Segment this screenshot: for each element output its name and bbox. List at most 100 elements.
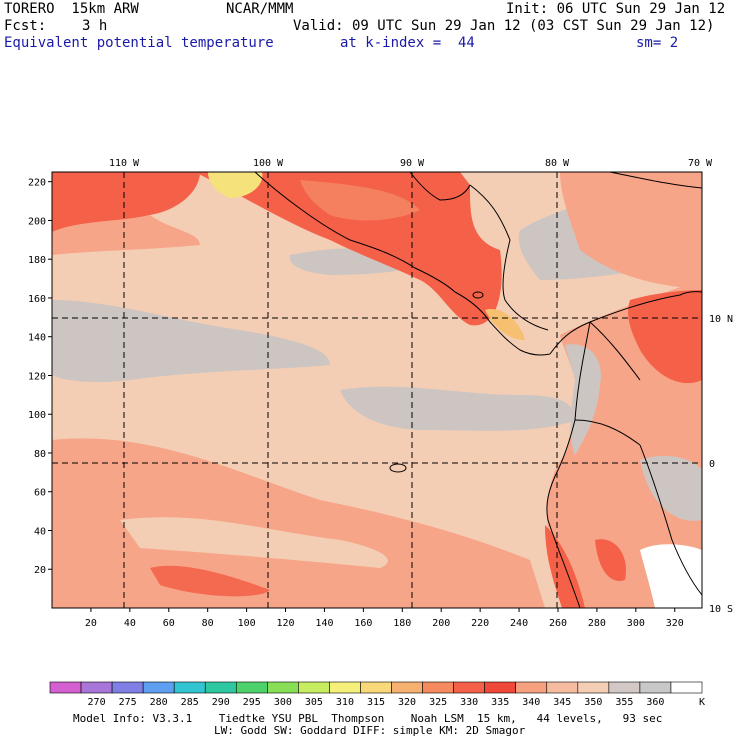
colorbar-swatch — [49, 681, 82, 694]
colorbar-label: 320 — [398, 697, 416, 708]
top-longitude-label: 70 W — [688, 158, 713, 169]
field-name: Equivalent potential temperature — [4, 35, 274, 51]
galapagos-islands — [389, 463, 407, 473]
colorbar-swatch — [173, 681, 206, 694]
top-longitude-label: 100 W — [253, 158, 284, 169]
colorbar-swatch — [608, 681, 641, 694]
init-time: Init: 06 UTC Sun 29 Jan 12 — [506, 1, 726, 17]
colorbar-label: 290 — [212, 697, 230, 708]
y-tick-label: 140 — [28, 333, 46, 344]
y-tick-label: 100 — [28, 410, 46, 421]
colorbar-swatch — [80, 681, 113, 694]
colorbar-swatch — [204, 681, 237, 694]
colorbar-swatch — [391, 681, 423, 694]
x-tick-label: 280 — [588, 618, 606, 629]
right-latitude-label: 10 S — [709, 604, 733, 615]
center-label: NCAR/MMM — [226, 1, 294, 17]
level-info: at k-index = 44 — [340, 35, 475, 51]
x-tick-label: 300 — [627, 618, 645, 629]
x-tick-label: 40 — [124, 618, 136, 629]
colorbar-swatch — [298, 681, 330, 694]
colorbar-label: 305 — [305, 697, 323, 708]
model-info-line: Model Info: V3.3.1 Tiedtke YSU PBL Thomp… — [73, 712, 663, 725]
coastline-caribbean-islands — [609, 171, 703, 189]
y-tick-label: 80 — [34, 449, 46, 460]
colorbar-label: 355 — [615, 697, 633, 708]
x-tick-label: 240 — [510, 618, 528, 629]
coastline-yucatan — [409, 171, 471, 201]
y-tick-label: 220 — [28, 178, 46, 189]
mexico-warmer-core — [300, 180, 420, 221]
colorbar-swatch — [422, 681, 454, 694]
colorbar-label: 350 — [584, 697, 602, 708]
amazon-hot-region — [628, 290, 702, 384]
cool-band-west — [52, 300, 330, 383]
valid-time: Valid: 09 UTC Sun 29 Jan 12 (03 CST Sun … — [293, 18, 715, 34]
colorbar-label: 275 — [119, 697, 137, 708]
colorbar-swatch — [329, 681, 361, 694]
coastline-central-america — [454, 291, 551, 356]
colorbar-swatch — [515, 681, 548, 694]
bolivia-warm-region — [595, 539, 626, 581]
cool-band-mid — [340, 386, 575, 431]
colorbar-label: 280 — [150, 697, 168, 708]
nw-hot-region — [52, 172, 200, 232]
top-longitude-label: 90 W — [400, 158, 425, 169]
nw-warm-fringe — [52, 215, 200, 255]
y-tick-label: 40 — [34, 526, 46, 537]
colorbar-swatch — [639, 681, 672, 694]
colorbar: 270 275 280 285 290 295 300 305 310 315 320 325 330 3… — [49, 681, 705, 708]
colorbar-label: 325 — [429, 697, 447, 708]
andes-cool-band — [565, 344, 601, 455]
map-frame — [51, 171, 703, 609]
x-tick-label: 320 — [666, 618, 684, 629]
colorbar-swatch — [453, 681, 485, 694]
colorbar-label: 315 — [367, 697, 385, 708]
colorbar-swatch — [360, 681, 392, 694]
colorbar-label: 345 — [553, 697, 571, 708]
graticule — [52, 172, 702, 608]
coastline-south-america-west — [546, 321, 591, 609]
brazil-cool-region — [640, 455, 702, 521]
right-latitude-label: 10 N — [709, 314, 733, 325]
x-tick-label: 80 — [202, 618, 214, 629]
right-latitude-label: 0 — [709, 459, 715, 470]
coastline-venezuela — [589, 291, 703, 323]
x-tick-label: 200 — [432, 618, 450, 629]
colorbar-label: 310 — [336, 697, 354, 708]
yellow-warm-spot — [208, 172, 263, 198]
orange-warm-spot — [485, 309, 525, 340]
colorbar-swatch — [484, 681, 517, 694]
x-tick-label: 60 — [163, 618, 175, 629]
colorbar-label: 335 — [491, 697, 509, 708]
y-tick-label: 20 — [34, 565, 46, 576]
model-title: TORERO 15km ARW — [4, 1, 139, 17]
lake-nicaragua — [472, 291, 484, 299]
x-tick-label: 140 — [315, 618, 333, 629]
y-tick-label: 200 — [28, 216, 46, 227]
colorbar-swatch — [577, 681, 610, 694]
colorbar-label: 300 — [274, 697, 292, 708]
colorbar-label: 330 — [460, 697, 478, 708]
border-peru-brazil — [639, 444, 703, 596]
border-colombia-ecuador — [574, 419, 641, 446]
colorbar-swatch — [235, 681, 268, 694]
colorbar-swatch — [670, 681, 703, 694]
top-longitude-label: 80 W — [545, 158, 570, 169]
y-tick-label: 120 — [28, 371, 46, 382]
x-tick-label: 120 — [277, 618, 295, 629]
x-tick-label: 220 — [471, 618, 489, 629]
forecast-label: Fcst: — [4, 18, 47, 34]
colorbar-swatch — [111, 681, 144, 694]
forecast-hour: 3 h — [82, 18, 108, 34]
x-tick-label: 100 — [238, 618, 256, 629]
physics-info-line: LW: Godd SW: Goddard DIFF: simple KM: 2D… — [214, 724, 526, 737]
y-tick-label: 160 — [28, 294, 46, 305]
southern-cool-band — [120, 517, 388, 568]
colorbar-label: 285 — [181, 697, 199, 708]
caribbean-region — [560, 172, 702, 290]
coastline-mexico — [254, 171, 456, 293]
colorbar-unit: K — [699, 697, 705, 708]
top-longitude-label: 110 W — [109, 158, 140, 169]
